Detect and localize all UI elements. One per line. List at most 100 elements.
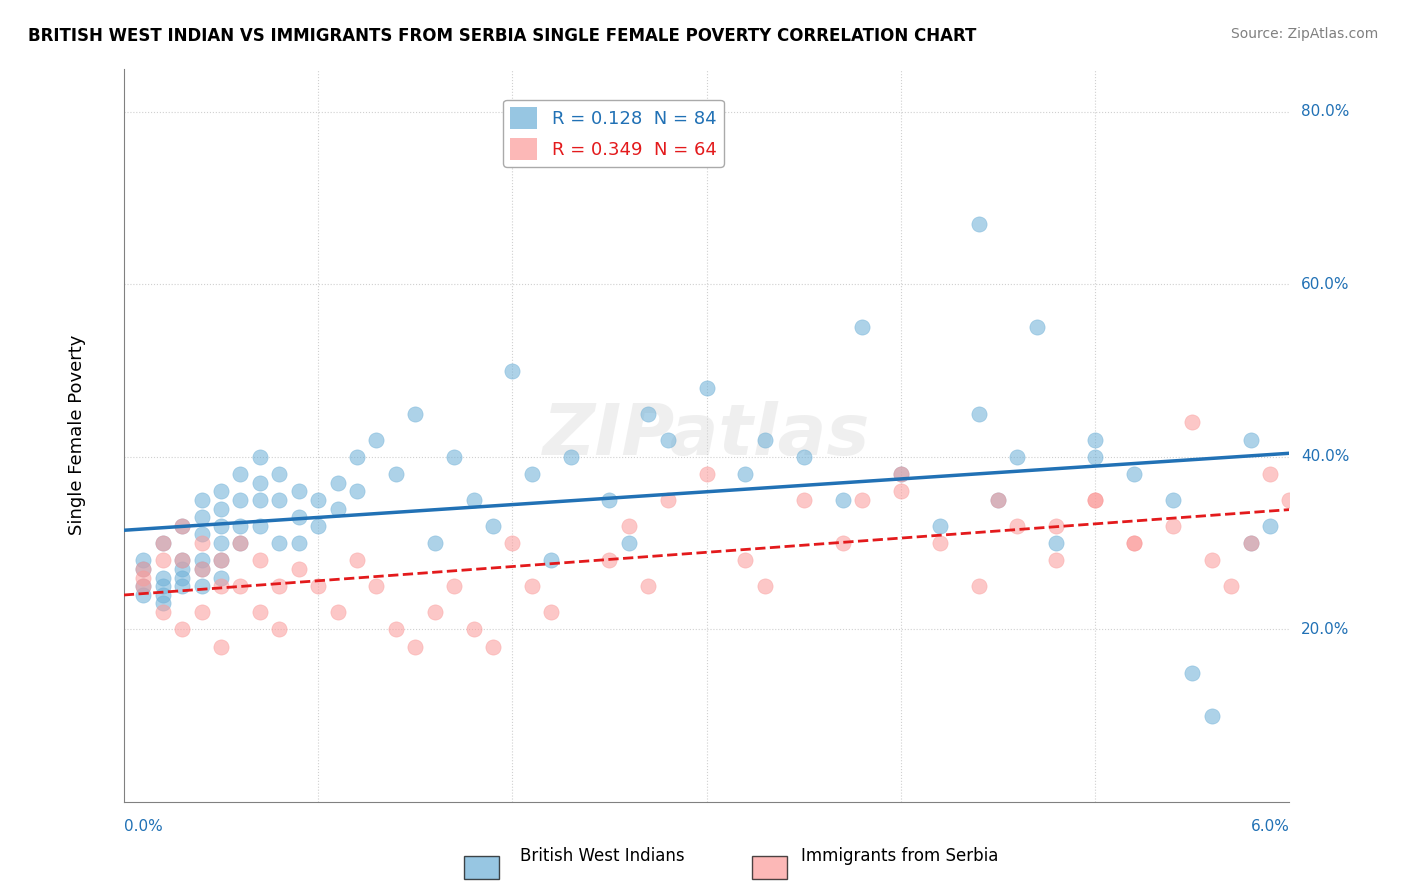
- Point: [1123, 467, 1146, 481]
- Point: [987, 492, 1010, 507]
- Point: [269, 467, 291, 481]
- Point: [1201, 708, 1223, 723]
- Point: [1220, 579, 1243, 593]
- Point: [209, 553, 232, 567]
- Point: [617, 518, 640, 533]
- Point: [1161, 518, 1184, 533]
- Point: [287, 562, 309, 576]
- Point: [229, 536, 252, 550]
- Point: [657, 492, 679, 507]
- Point: [152, 588, 174, 602]
- Point: [346, 484, 368, 499]
- Point: [617, 536, 640, 550]
- Point: [831, 492, 853, 507]
- Point: [307, 518, 329, 533]
- Point: [1045, 536, 1067, 550]
- Point: [696, 467, 718, 481]
- Point: [928, 518, 950, 533]
- Point: [209, 579, 232, 593]
- Point: [540, 605, 562, 619]
- Point: [890, 467, 912, 481]
- Point: [209, 571, 232, 585]
- Point: [1239, 536, 1261, 550]
- Point: [540, 553, 562, 567]
- Point: [1045, 518, 1067, 533]
- Point: [366, 433, 388, 447]
- Point: [443, 450, 465, 464]
- Point: [190, 492, 212, 507]
- Point: [734, 467, 756, 481]
- Point: [598, 492, 620, 507]
- Point: [152, 536, 174, 550]
- Point: [1084, 492, 1107, 507]
- Text: 80.0%: 80.0%: [1301, 104, 1350, 120]
- Point: [172, 553, 194, 567]
- Point: [249, 492, 271, 507]
- Point: [443, 579, 465, 593]
- Point: [132, 579, 155, 593]
- Point: [1007, 518, 1029, 533]
- Point: [132, 553, 155, 567]
- Point: [269, 492, 291, 507]
- Point: [152, 597, 174, 611]
- Point: [229, 579, 252, 593]
- Point: [696, 381, 718, 395]
- Point: [1025, 320, 1047, 334]
- Text: Source: ZipAtlas.com: Source: ZipAtlas.com: [1230, 27, 1378, 41]
- Point: [831, 536, 853, 550]
- Point: [967, 579, 990, 593]
- Point: [1084, 450, 1107, 464]
- Point: [172, 518, 194, 533]
- Point: [890, 467, 912, 481]
- Point: [209, 501, 232, 516]
- Legend: R = 0.128  N = 84, R = 0.349  N = 64: R = 0.128 N = 84, R = 0.349 N = 64: [503, 100, 724, 167]
- Point: [520, 467, 543, 481]
- Point: [637, 579, 659, 593]
- Point: [463, 492, 485, 507]
- Point: [501, 536, 523, 550]
- Point: [209, 518, 232, 533]
- Point: [1239, 433, 1261, 447]
- Point: [1239, 536, 1261, 550]
- Point: [1181, 415, 1204, 429]
- Point: [754, 579, 776, 593]
- Point: [326, 475, 349, 490]
- Point: [190, 510, 212, 524]
- Point: [326, 501, 349, 516]
- Point: [366, 579, 388, 593]
- Text: Immigrants from Serbia: Immigrants from Serbia: [801, 847, 998, 865]
- Point: [132, 579, 155, 593]
- Point: [520, 579, 543, 593]
- Point: [385, 623, 408, 637]
- Point: [734, 553, 756, 567]
- Point: [1123, 536, 1146, 550]
- Text: BRITISH WEST INDIAN VS IMMIGRANTS FROM SERBIA SINGLE FEMALE POVERTY CORRELATION : BRITISH WEST INDIAN VS IMMIGRANTS FROM S…: [28, 27, 977, 45]
- Text: 6.0%: 6.0%: [1250, 819, 1289, 834]
- Point: [404, 640, 426, 654]
- Point: [249, 450, 271, 464]
- Point: [172, 518, 194, 533]
- Point: [1258, 518, 1281, 533]
- Point: [229, 467, 252, 481]
- Point: [209, 484, 232, 499]
- Point: [307, 579, 329, 593]
- Point: [190, 553, 212, 567]
- Point: [229, 518, 252, 533]
- Point: [501, 363, 523, 377]
- Text: 0.0%: 0.0%: [124, 819, 163, 834]
- Point: [851, 492, 873, 507]
- Point: [269, 579, 291, 593]
- Point: [132, 588, 155, 602]
- Point: [346, 450, 368, 464]
- Text: British West Indians: British West Indians: [520, 847, 685, 865]
- Point: [423, 605, 446, 619]
- Point: [1123, 536, 1146, 550]
- Point: [1007, 450, 1029, 464]
- Point: [423, 536, 446, 550]
- Text: 40.0%: 40.0%: [1301, 450, 1350, 465]
- Point: [1084, 492, 1107, 507]
- Text: 20.0%: 20.0%: [1301, 622, 1350, 637]
- Point: [793, 450, 815, 464]
- Point: [249, 605, 271, 619]
- Point: [463, 623, 485, 637]
